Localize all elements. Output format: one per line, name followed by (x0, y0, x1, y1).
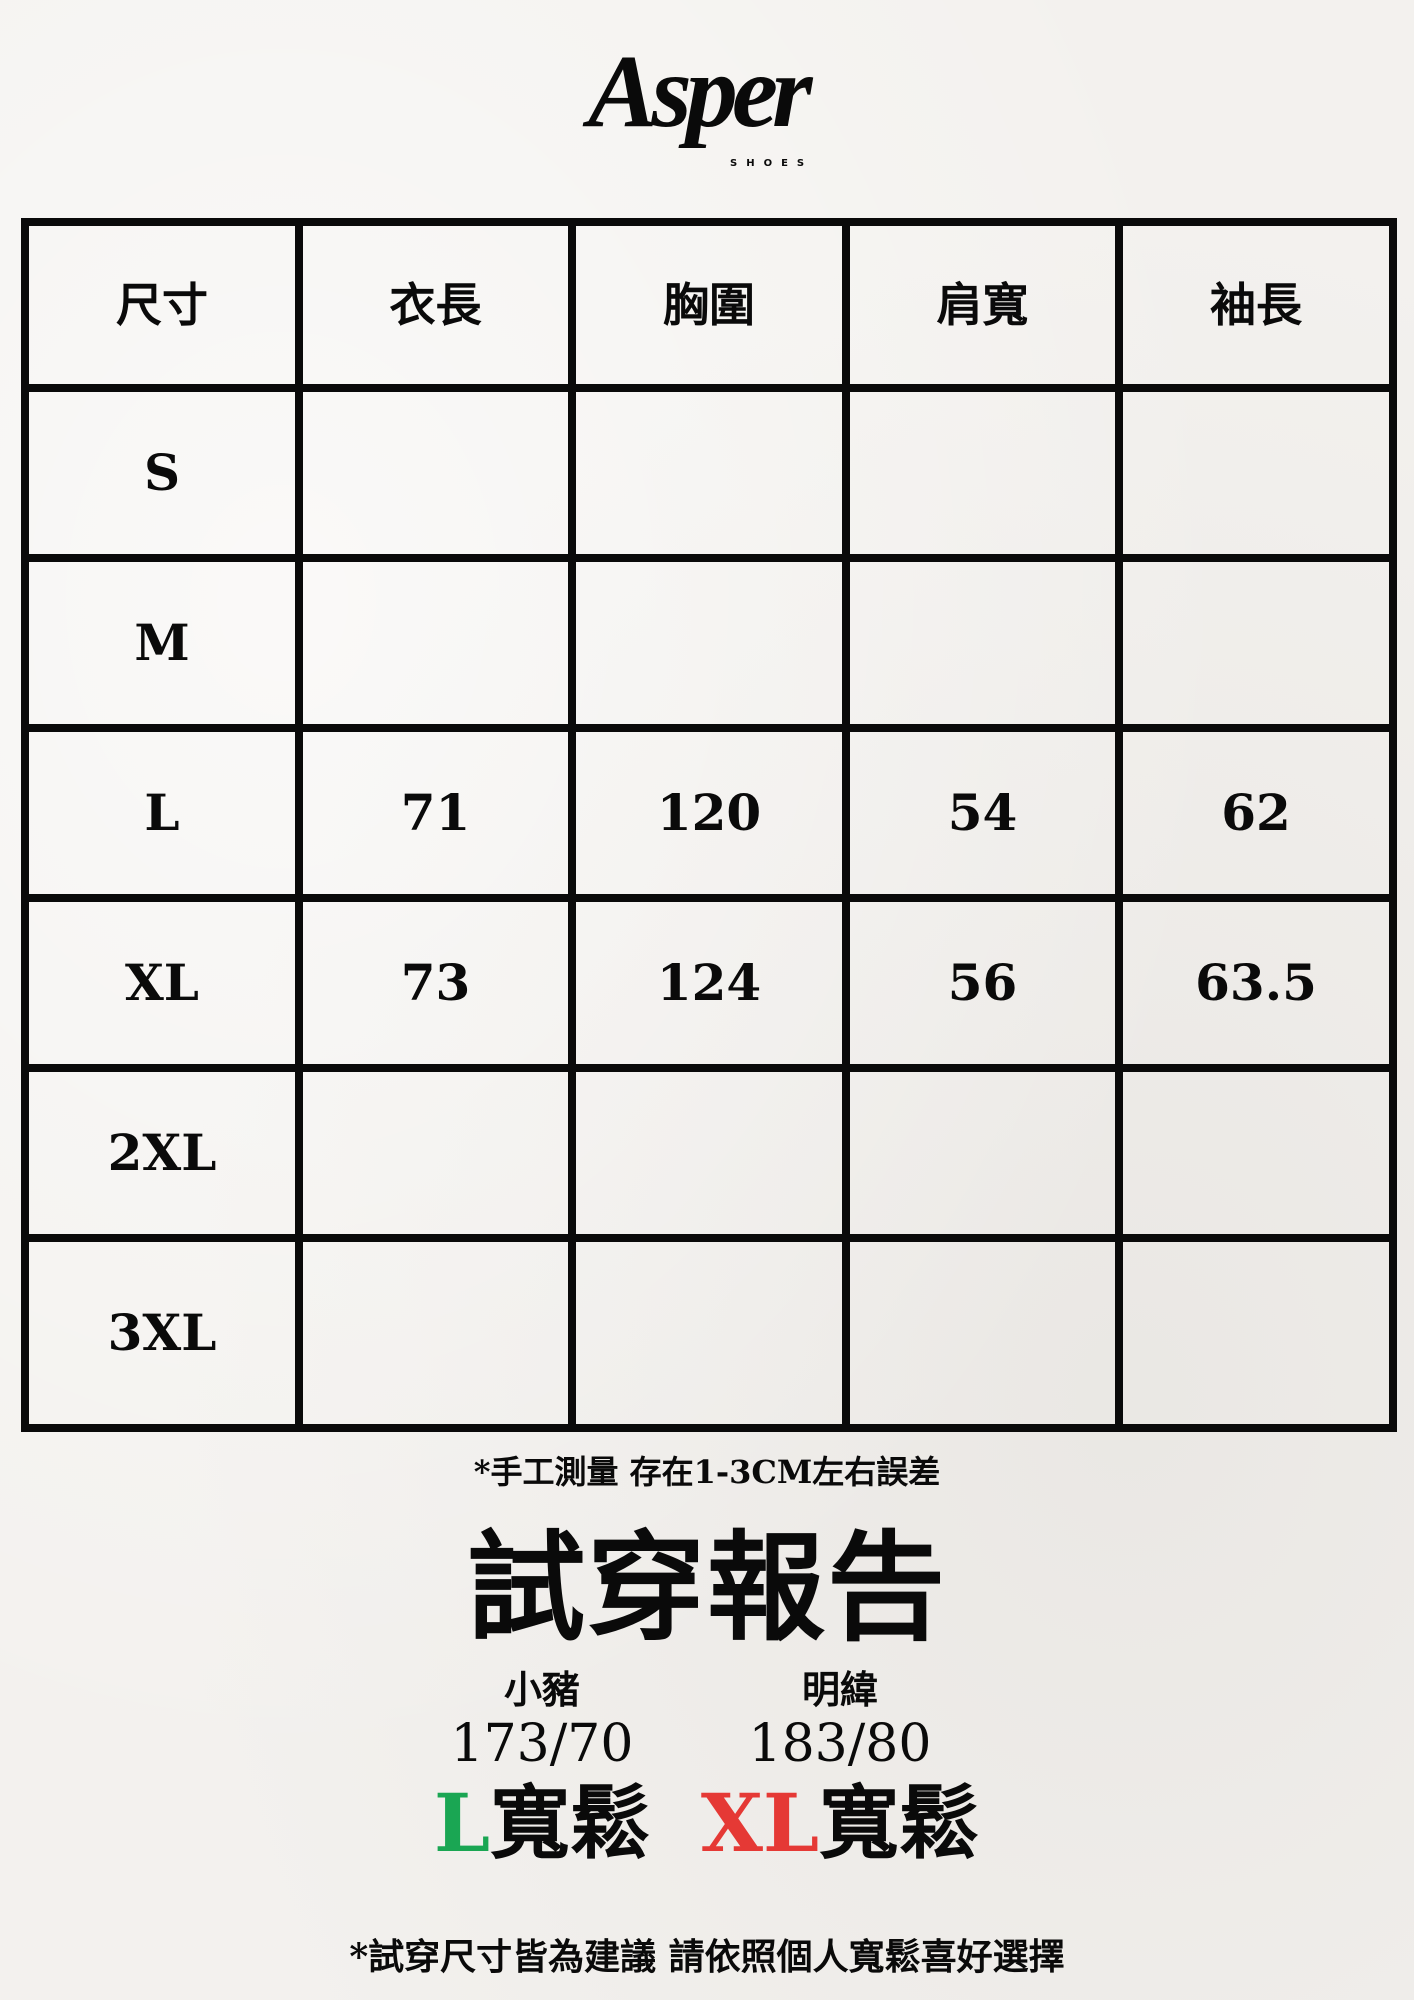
size-chart-table: 尺寸 衣長 胸圍 肩寬 袖長 S M L 71 120 54 62 XL 73 … (21, 218, 1397, 1432)
cell (1115, 384, 1397, 562)
tester-size: XL (700, 1776, 820, 1870)
cell-size: M (21, 554, 303, 732)
header-size: 尺寸 (21, 218, 303, 392)
tester-fit: XL寬鬆 (680, 1778, 1000, 1868)
tester-fit-text: 寬鬆 (490, 1776, 651, 1870)
cell (295, 1234, 576, 1432)
tester-name: 明緯 (801, 1667, 878, 1712)
cell (842, 1064, 1123, 1242)
fitting-report-title: 試穿報告 (466, 1518, 947, 1657)
cell-size: L (21, 724, 303, 902)
cell: 56 (842, 894, 1123, 1072)
logo-text: Asper (588, 34, 812, 149)
cell (295, 554, 576, 732)
cell-size: XL (21, 894, 303, 1072)
cell: 62 (1115, 724, 1397, 902)
cell: 63.5 (1115, 894, 1397, 1072)
suggestion-note: *試穿尺寸皆為建議 請依照個人寬鬆喜好選擇 (349, 1936, 1065, 1978)
cell (568, 1064, 850, 1242)
table-row: M (21, 554, 1397, 732)
cell (842, 554, 1123, 732)
table-row: S (21, 384, 1397, 562)
tester-fit-text: 寬鬆 (819, 1776, 980, 1870)
tester-measurements: 183/80 (748, 1714, 932, 1774)
cell: 54 (842, 724, 1123, 902)
cell (1115, 554, 1397, 732)
header-chest: 胸圍 (568, 218, 850, 392)
cell-size: S (21, 384, 303, 562)
tester-size: L (433, 1776, 491, 1870)
cell (568, 1234, 850, 1432)
cell (1115, 1234, 1397, 1432)
table-row: 2XL (21, 1064, 1397, 1242)
cell-size: 3XL (21, 1234, 303, 1432)
tester-measurements: 173/70 (450, 1714, 634, 1774)
table-row: L 71 120 54 62 (21, 724, 1397, 902)
cell: 124 (568, 894, 850, 1072)
cell-size: 2XL (21, 1064, 303, 1242)
table-row: 3XL (21, 1234, 1397, 1432)
cell (1115, 1064, 1397, 1242)
cell (295, 1064, 576, 1242)
cell (842, 1234, 1123, 1432)
table-row: XL 73 124 56 63.5 (21, 894, 1397, 1072)
cell: 120 (568, 724, 850, 902)
cell (568, 554, 850, 732)
cell (568, 384, 850, 562)
table-header-row: 尺寸 衣長 胸圍 肩寬 袖長 (21, 218, 1397, 392)
cell: 71 (295, 724, 576, 902)
cell (842, 384, 1123, 562)
logo-subtext: SHOES (730, 158, 814, 169)
tester-name: 小豬 (503, 1667, 580, 1712)
header-sleeve: 袖長 (1115, 218, 1397, 392)
header-length: 衣長 (295, 218, 576, 392)
brand-logo: Asper SHOES (580, 40, 840, 190)
cell (295, 384, 576, 562)
tester-fit: L寬鬆 (382, 1778, 702, 1868)
measurement-note: *手工測量 存在1-3CM左右誤差 (473, 1453, 941, 1491)
header-shoulder: 肩寬 (842, 218, 1123, 392)
cell: 73 (295, 894, 576, 1072)
